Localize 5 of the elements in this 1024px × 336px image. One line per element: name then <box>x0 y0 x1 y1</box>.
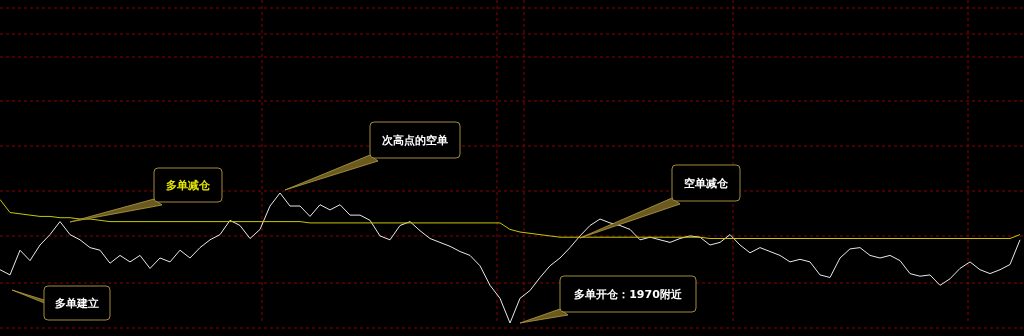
annotation: 多单建立 <box>55 297 99 310</box>
text: 空单减仓 <box>684 177 729 190</box>
text: 次高点的空单 <box>382 134 448 147</box>
annotation: 多单开仓：1970附近 <box>574 288 683 301</box>
text: 多单减仓 <box>166 179 211 192</box>
